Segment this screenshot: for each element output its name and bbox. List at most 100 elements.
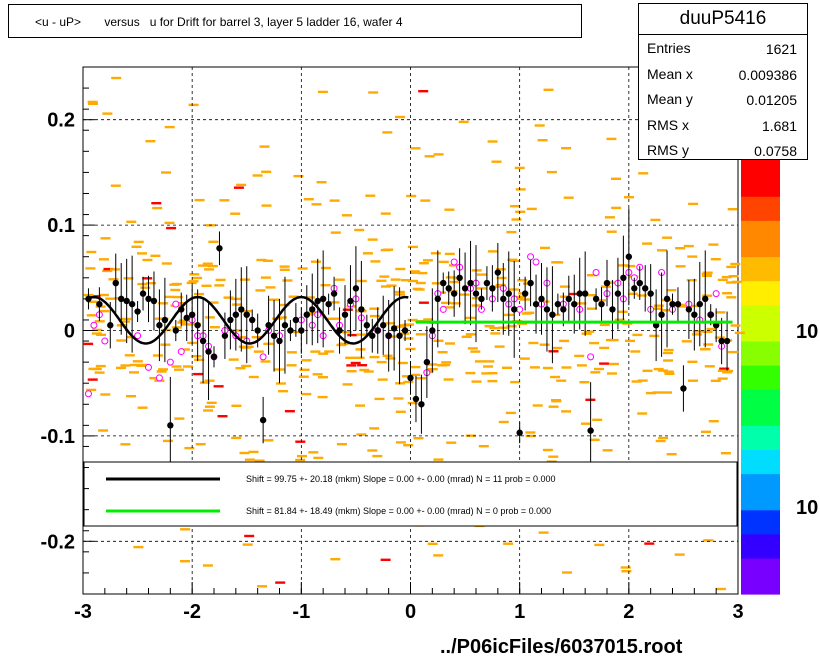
profile-point (581, 290, 589, 297)
scatter-cell (444, 208, 455, 211)
palette-cell (741, 533, 780, 547)
scatter-cell (202, 262, 213, 265)
scatter-cell (505, 411, 516, 415)
scatter-cell (649, 334, 660, 338)
scatter-cell (346, 364, 357, 367)
scatter-cell (325, 317, 335, 320)
scatter-cell (487, 372, 498, 375)
scatter-cell (562, 571, 572, 574)
scatter-cell (217, 415, 228, 418)
scatter-cell (324, 350, 335, 353)
profile-point (702, 295, 709, 303)
scatter-cell (208, 240, 219, 243)
palette-cell (741, 340, 780, 354)
palette-cell (741, 220, 780, 233)
profile-point (521, 290, 529, 297)
scatter-cell (354, 356, 365, 359)
scatter-cell (158, 368, 168, 371)
profile-point (347, 297, 354, 305)
open-marker (90, 321, 98, 329)
scatter-cell (345, 356, 356, 359)
scatter-cell (502, 366, 512, 369)
scatter-cell (515, 188, 526, 191)
scatter-cell (546, 170, 557, 174)
scatter-cell (87, 100, 98, 104)
open-marker (259, 353, 267, 361)
stats-value: 0.01205 (746, 92, 797, 108)
scatter-cell (192, 276, 203, 280)
scatter-cell (576, 302, 587, 305)
scatter-cell (199, 381, 210, 384)
profile-point (314, 297, 321, 305)
scatter-cell (317, 90, 328, 94)
stats-value: 1.681 (761, 117, 797, 134)
palette-cell (741, 509, 780, 523)
scatter-cell (252, 174, 263, 177)
profile-point (309, 306, 316, 313)
fit-legend-box (83, 461, 738, 527)
scatter-cell (295, 458, 306, 462)
scatter-cell (731, 280, 742, 284)
scatter-cell (445, 276, 456, 279)
scatter-cell (622, 322, 633, 325)
scatter-cell (625, 264, 636, 268)
scatter-cell (329, 199, 340, 202)
scatter-cell (251, 336, 262, 339)
scatter-cell (204, 268, 215, 271)
profile-point (210, 353, 218, 361)
scatter-cell (625, 339, 635, 343)
scatter-cell (244, 534, 255, 538)
profile-point (500, 295, 507, 303)
scatter-cell (587, 274, 597, 277)
stats-value: 0.009386 (738, 66, 797, 83)
scatter-cell (458, 120, 469, 124)
scatter-cell (599, 346, 610, 350)
scatter-cell (331, 317, 342, 320)
scatter-cell (415, 281, 426, 285)
scatter-cell (230, 212, 241, 215)
scatter-cell (372, 454, 383, 458)
scatter-cell (260, 360, 271, 363)
scatter-cell (184, 446, 195, 450)
scatter-cell (474, 360, 485, 363)
scatter-cell (317, 395, 328, 399)
scatter-cell (487, 379, 498, 383)
profile-point (319, 295, 327, 303)
scatter-cell (310, 350, 321, 353)
scatter-cell (256, 258, 267, 262)
scatter-cell (681, 340, 692, 343)
scatter-cell (653, 367, 664, 371)
scatter-cell (298, 375, 309, 378)
scatter-cell (692, 330, 703, 333)
scatter-cell (395, 115, 405, 119)
scatter-cell (550, 375, 561, 379)
profile-point (669, 300, 676, 308)
profile-point (385, 332, 392, 339)
scatter-cell (723, 369, 734, 373)
profile-point (150, 297, 158, 305)
scatter-cell (438, 260, 449, 264)
stats-label: RMS x (647, 116, 689, 133)
scatter-cell (110, 184, 121, 187)
profile-point (587, 427, 594, 434)
scatter-cell (299, 368, 310, 371)
scatter-cell (513, 297, 524, 300)
profile-point (483, 279, 491, 287)
x-tick-label: 0 (405, 601, 416, 623)
scatter-cell (282, 279, 293, 282)
scatter-cell (638, 172, 649, 175)
stats-label: RMS y (647, 142, 689, 158)
scatter-cell (636, 294, 647, 297)
scatter-cell (514, 166, 525, 170)
scatter-cell (594, 367, 604, 371)
scatter-cell (410, 373, 421, 377)
stats-label: Entries (647, 40, 691, 56)
scatter-cell (515, 295, 526, 299)
profile-point (292, 316, 300, 324)
scatter-cell (627, 292, 638, 295)
scatter-cell (726, 265, 737, 269)
scatter-cell (354, 228, 365, 232)
scatter-cell (470, 350, 481, 353)
scatter-cell (734, 331, 745, 335)
scatter-cell (295, 440, 306, 443)
